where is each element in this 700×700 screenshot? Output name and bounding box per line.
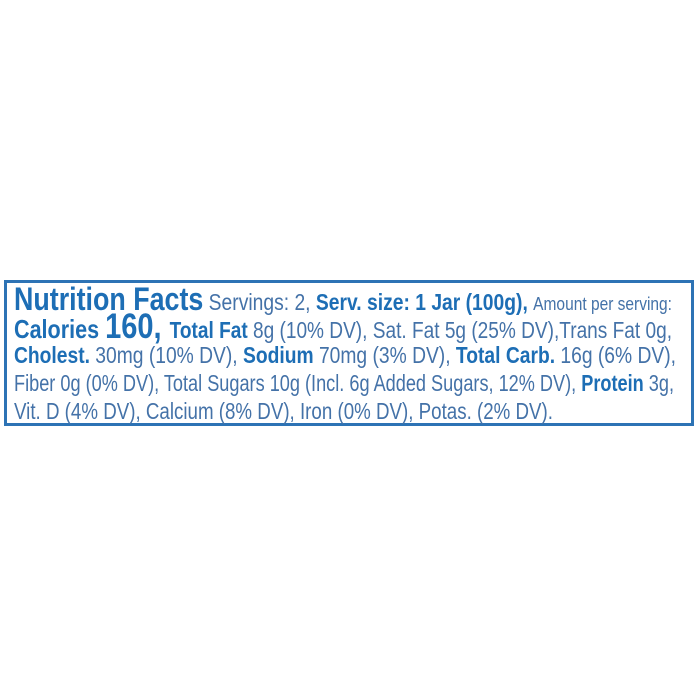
calories-label: Calories xyxy=(14,314,106,344)
label-line-fiber-sugars-protein: Fiber 0g (0% DV), Total Sugars 10g (Incl… xyxy=(14,369,691,397)
sodium-value: 70mg (3% DV), xyxy=(318,342,456,368)
protein-label: Protein xyxy=(581,370,649,396)
cholesterol-label: Cholest. xyxy=(14,342,96,368)
nutrition-facts-label: Nutrition Facts Servings: 2, Serv. size:… xyxy=(4,280,694,426)
label-line-vitamins-minerals: Vit. D (4% DV), Calcium (8% DV), Iron (0… xyxy=(14,397,691,425)
cholesterol-value: 30mg (10% DV), xyxy=(95,342,243,368)
label-line-calories-fat: Calories 160, Total Fat 8g (10% DV), Sat… xyxy=(14,309,691,344)
protein-value: 3g, xyxy=(648,370,674,396)
calories-value: 160, xyxy=(105,307,170,346)
label-line-header: Nutrition Facts Servings: 2, Serv. size:… xyxy=(14,283,691,315)
fat-values: 8g (10% DV), Sat. Fat 5g (25% DV),Trans … xyxy=(252,317,672,343)
total-carb-label: Total Carb. xyxy=(455,342,561,368)
serving-size-value: Serv. size: 1 Jar (100g), xyxy=(315,289,534,315)
amount-per-serving-label: Amount per serving: xyxy=(533,293,672,314)
vitamins-minerals-values: Vit. D (4% DV), Calcium (8% DV), Iron (0… xyxy=(14,398,553,424)
nutrition-facts-title: Nutrition Facts xyxy=(14,281,204,317)
fiber-sugars-values: Fiber 0g (0% DV), Total Sugars 10g (Incl… xyxy=(14,370,582,396)
label-line-cholesterol-sodium-carb: Cholest. 30mg (10% DV), Sodium 70mg (3% … xyxy=(14,341,691,369)
sodium-label: Sodium xyxy=(242,342,319,368)
total-fat-label: Total Fat xyxy=(169,317,253,343)
servings-value: Servings: 2, xyxy=(203,289,316,315)
total-carb-value: 16g (6% DV), xyxy=(560,342,676,368)
